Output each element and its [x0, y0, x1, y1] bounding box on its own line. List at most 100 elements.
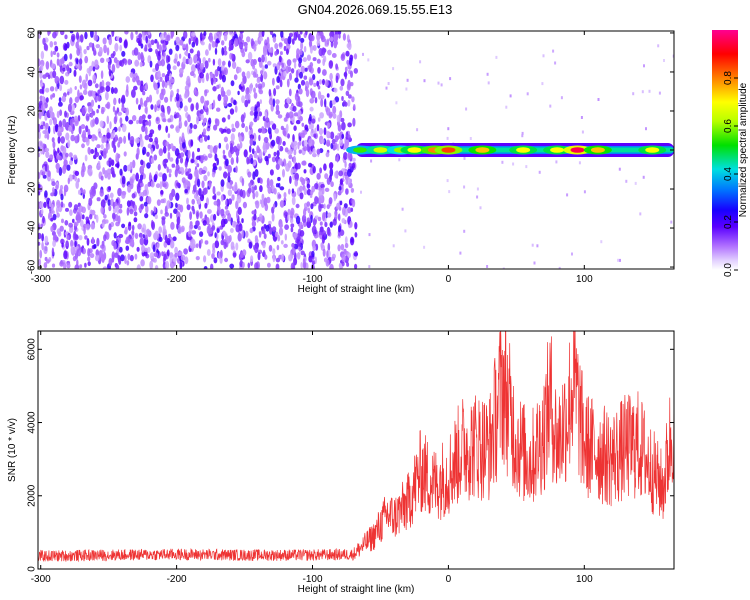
noise-cell [52, 141, 56, 149]
noise-cell [126, 260, 130, 266]
noise-cell [231, 53, 234, 60]
faint-cell [449, 77, 452, 81]
noise-cell [86, 45, 90, 51]
noise-cell [292, 58, 297, 63]
noise-cell [66, 64, 70, 72]
noise-cell [351, 96, 355, 103]
noise-cell [66, 41, 70, 49]
noise-cell [199, 194, 205, 202]
noise-cell [334, 40, 339, 46]
noise-cell [346, 59, 350, 65]
noise-cell [303, 75, 308, 80]
noise-cell [52, 93, 56, 98]
colorbar-tick-label: 0.6 [723, 119, 734, 133]
noise-cell [42, 95, 45, 105]
noise-cell [96, 109, 99, 114]
faint-cell [398, 158, 401, 162]
noise-cell [330, 131, 335, 140]
noise-cell [75, 41, 79, 49]
noise-cell [56, 168, 59, 173]
noise-cell [103, 44, 107, 54]
noise-cell [38, 123, 41, 133]
noise-cell [98, 46, 103, 56]
noise-cell [350, 187, 355, 193]
noise-cell [347, 99, 351, 107]
noise-cell [350, 70, 353, 78]
noise-cell [172, 236, 177, 242]
noise-cell [90, 149, 95, 154]
noise-cell [105, 81, 111, 87]
noise-cell [196, 211, 199, 220]
noise-cell [288, 254, 293, 262]
noise-cell [183, 31, 188, 39]
noise-cell [121, 50, 126, 57]
noise-cell [62, 118, 67, 128]
noise-cell [253, 92, 258, 99]
noise-cell [185, 51, 189, 57]
noise-cell [293, 31, 298, 41]
noise-cell [94, 117, 99, 125]
noise-cell [216, 228, 220, 233]
noise-cell [42, 74, 47, 79]
noise-cell [63, 159, 68, 167]
noise-cell [127, 58, 132, 66]
noise-cell [200, 238, 203, 244]
noise-cell [50, 225, 54, 233]
noise-cell [345, 179, 349, 185]
noise-cell [319, 112, 324, 119]
noise-cell [178, 53, 182, 59]
noise-cell [230, 228, 234, 233]
noise-cell [342, 33, 346, 41]
colorbar: 0.0 0.2 0.4 0.6 0.8 Normalized spectral ampl… [712, 30, 749, 277]
noise-cell [149, 172, 152, 182]
noise-cell [252, 191, 256, 200]
noise-cell [166, 63, 171, 71]
noise-cell [92, 110, 96, 116]
noise-cell [347, 122, 352, 128]
noise-cell [98, 155, 103, 161]
noise-cell [251, 185, 255, 194]
noise-cell [127, 184, 132, 193]
noise-cell [175, 112, 180, 119]
y-tick-label: 60 [27, 27, 38, 39]
noise-cell [154, 173, 158, 181]
noise-cell [236, 155, 239, 164]
noise-cell [144, 134, 150, 141]
noise-cell [283, 243, 288, 248]
noise-cell [135, 137, 140, 144]
noise-cell [115, 264, 120, 269]
noise-cell [275, 104, 280, 112]
x-tick-label: -300 [31, 274, 51, 285]
noise-cell [146, 228, 150, 235]
noise-cell [38, 171, 41, 180]
noise-cell [211, 225, 216, 231]
noise-cell [50, 217, 54, 222]
noise-cell [227, 114, 231, 120]
noise-cell [117, 187, 122, 197]
noise-cell [326, 107, 331, 116]
noise-cell [133, 217, 138, 223]
noise-cell [106, 168, 112, 175]
noise-cell [339, 229, 345, 236]
noise-cell [160, 33, 165, 41]
noise-cell [184, 256, 189, 265]
noise-cell [150, 180, 155, 188]
noise-cell [60, 193, 64, 201]
noise-cell [39, 201, 44, 209]
noise-cell [290, 262, 295, 269]
noise-cell [113, 116, 117, 125]
noise-cell [40, 64, 44, 71]
faint-cell [645, 127, 647, 131]
noise-cell [42, 37, 46, 46]
noise-cell [77, 89, 80, 99]
noise-cell [203, 31, 207, 37]
noise-cell [87, 134, 92, 140]
noise-cell [56, 154, 61, 160]
noise-cell [144, 44, 148, 52]
noise-cell [106, 47, 110, 56]
noise-cell [206, 249, 211, 256]
noise-cell [44, 235, 49, 244]
noise-cell [228, 234, 232, 243]
noise-cell [81, 214, 85, 220]
noise-cell [262, 141, 267, 150]
